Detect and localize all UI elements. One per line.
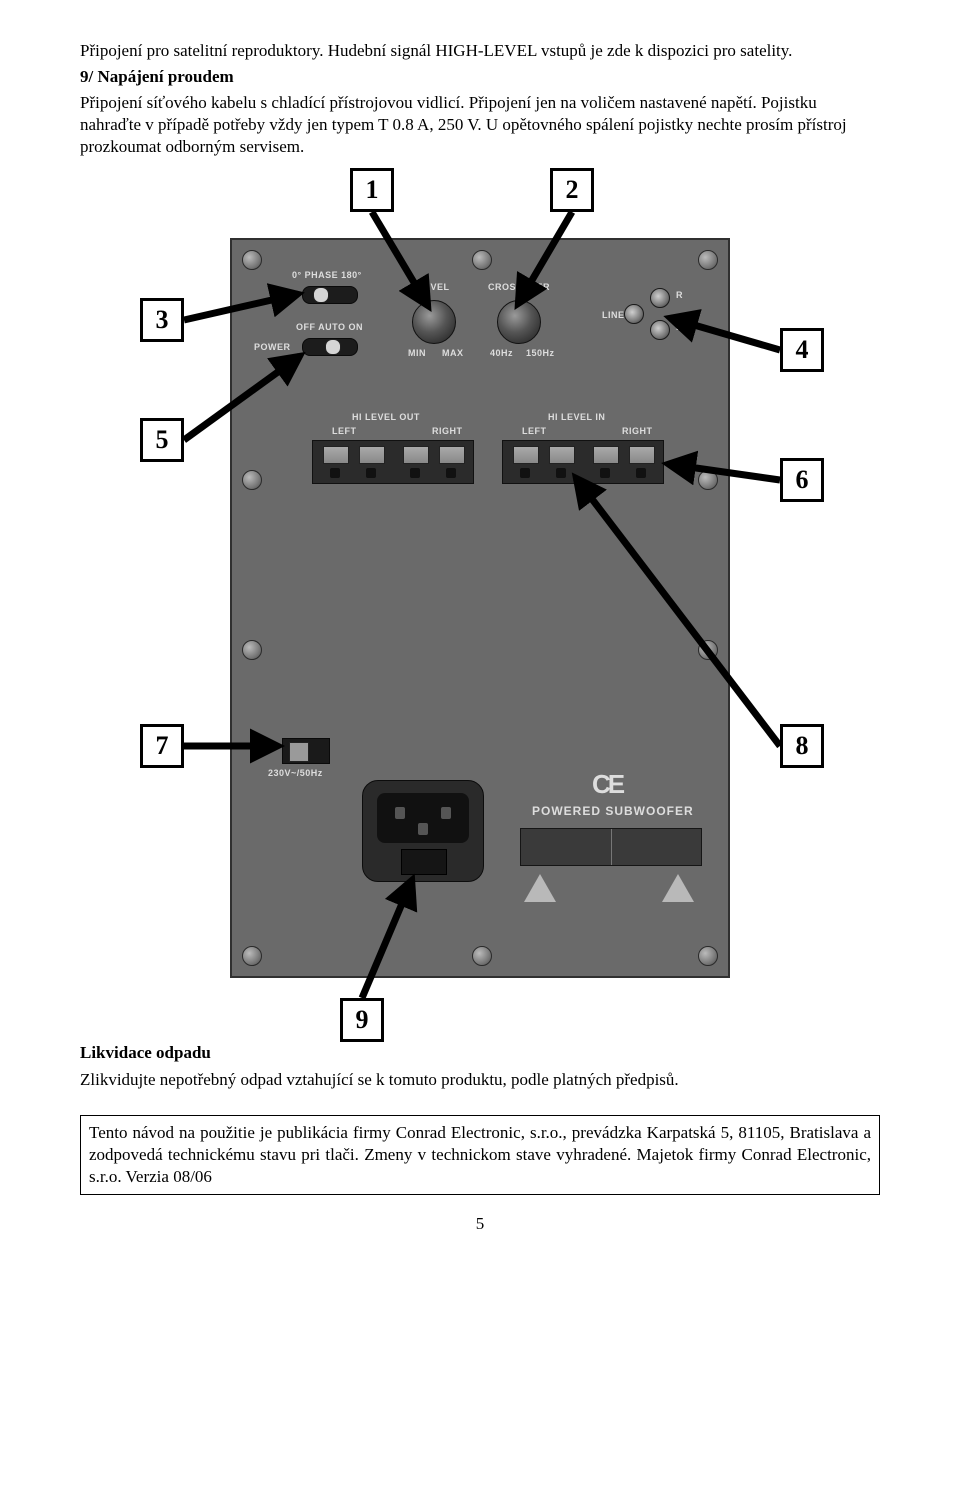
rca-left [650, 320, 670, 340]
label-level: LEVEL [418, 282, 450, 294]
panel-screw [698, 470, 718, 490]
callout-9: 9 [340, 998, 384, 1042]
panel-screw [698, 946, 718, 966]
callout-6: 6 [780, 458, 824, 502]
label-crossover: CROSSOVER [488, 282, 550, 294]
label-phase: 0° PHASE 180° [292, 270, 362, 282]
caution-plate [520, 828, 702, 866]
label-left-2: LEFT [522, 426, 547, 438]
label-hlevel-in: HI LEVEL IN [548, 412, 605, 424]
label-l: L [676, 322, 682, 334]
page-number: 5 [80, 1213, 880, 1235]
label-freq-lo: 40Hz [490, 348, 513, 360]
panel-screw [472, 250, 492, 270]
label-freq-hi: 150Hz [526, 348, 555, 360]
label-min: MIN [408, 348, 426, 360]
rca-right [650, 288, 670, 308]
panel-screw [242, 470, 262, 490]
publisher-note: Tento návod na použitie je publikácia fi… [80, 1115, 880, 1195]
panel-screw [472, 946, 492, 966]
heading-likvidace: Likvidace odpadu [80, 1043, 211, 1062]
panel-screw [698, 640, 718, 660]
label-hlevel-out: HI LEVEL OUT [352, 412, 420, 424]
label-right-1: RIGHT [432, 426, 463, 438]
voltage-selector [282, 738, 330, 764]
label-voltage: 230V~/50Hz [268, 768, 323, 780]
panel-screw [698, 250, 718, 270]
label-power-opts: OFF AUTO ON [296, 322, 363, 334]
amp-panel: 0° PHASE 180° POWER OFF AUTO ON LEVEL MI… [230, 238, 730, 978]
warning-triangle [662, 874, 694, 902]
rca-center [624, 304, 644, 324]
speaker-out-block [312, 440, 474, 484]
label-r: R [676, 290, 683, 302]
level-knob [412, 300, 456, 344]
paragraph-satellite: Připojení pro satelitní reproduktory. Hu… [80, 40, 880, 62]
label-product: POWERED SUBWOOFER [532, 804, 694, 820]
speaker-in-block [502, 440, 664, 484]
callout-7: 7 [140, 724, 184, 768]
warning-triangle [524, 874, 556, 902]
callout-8: 8 [780, 724, 824, 768]
phase-switch [302, 286, 358, 304]
crossover-knob [497, 300, 541, 344]
label-right-2: RIGHT [622, 426, 653, 438]
heading-9: 9/ Napájení proudem [80, 66, 880, 88]
label-max: MAX [442, 348, 464, 360]
callout-4: 4 [780, 328, 824, 372]
paragraph-likvidace: Zlikvidujte nepotřebný odpad vztahující … [80, 1069, 880, 1091]
panel-screw [242, 946, 262, 966]
label-power: POWER [254, 342, 291, 354]
amp-panel-diagram: 0° PHASE 180° POWER OFF AUTO ON LEVEL MI… [100, 168, 860, 1028]
panel-screw [242, 250, 262, 270]
label-left-1: LEFT [332, 426, 357, 438]
ce-mark: CE [592, 768, 622, 802]
callout-5: 5 [140, 418, 184, 462]
callout-2: 2 [550, 168, 594, 212]
paragraph-power: Připojení síťového kabelu s chladící pří… [80, 92, 880, 158]
iec-inlet [362, 780, 484, 882]
power-switch [302, 338, 358, 356]
callout-3: 3 [140, 298, 184, 342]
callout-1: 1 [350, 168, 394, 212]
panel-screw [242, 640, 262, 660]
